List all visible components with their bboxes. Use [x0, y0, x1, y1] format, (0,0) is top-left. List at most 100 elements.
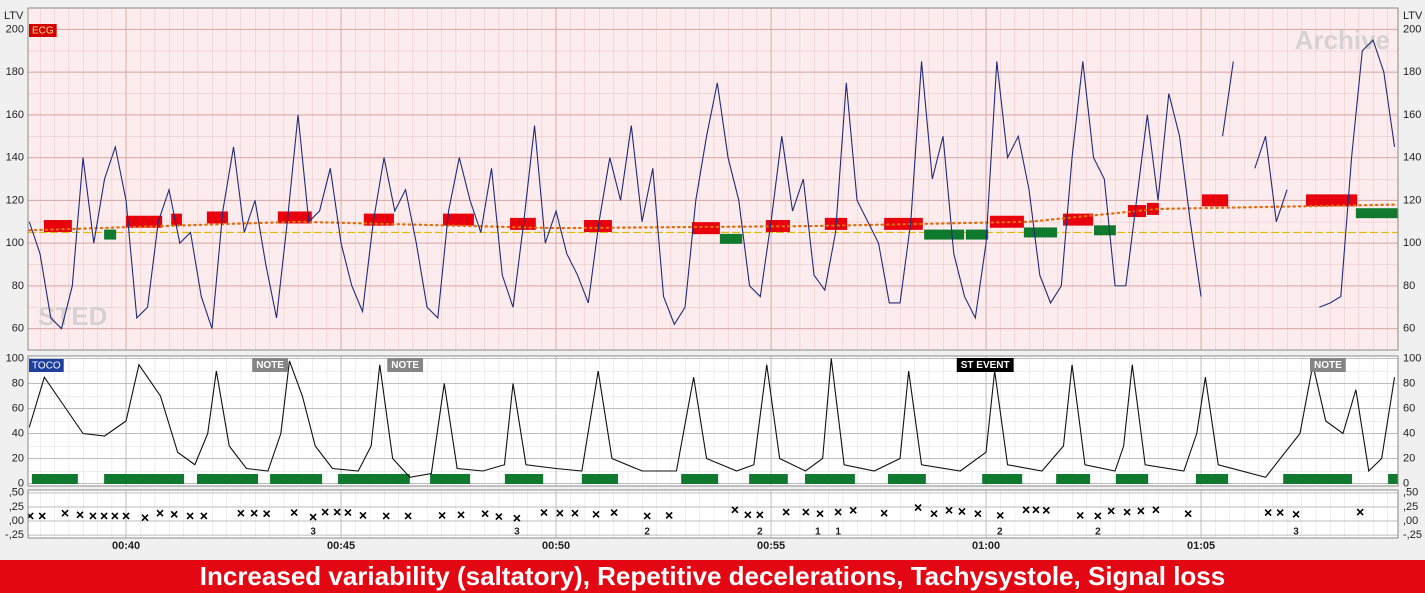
y-tick-label: -,25 [5, 529, 24, 541]
contraction-bar [338, 474, 410, 484]
contraction-bar [749, 474, 788, 484]
ecg-event-bar [1093, 225, 1116, 236]
st-marker [1094, 512, 1102, 520]
toco-minor-grid [28, 356, 1398, 486]
contraction-bar [681, 474, 719, 484]
y-tick-label: 180 [6, 66, 24, 78]
st-marker [344, 509, 352, 517]
st-marker [1356, 508, 1364, 516]
st-marker [782, 508, 790, 516]
y-tick-label: 120 [1403, 194, 1421, 206]
contraction-bar [270, 474, 323, 484]
st-marker [914, 503, 922, 512]
st-marker [540, 509, 548, 517]
y-tick-label: ,25 [9, 501, 24, 513]
panel-content: 3 3 2 2 1 1 2 2 3 [28, 490, 1398, 538]
st-marker [237, 509, 245, 517]
st-marker [457, 511, 465, 519]
st-marker [731, 506, 739, 514]
st-marker [592, 510, 600, 518]
annotation-box [252, 358, 288, 372]
ecg-event-bar [924, 229, 965, 240]
ecg-event-bar [206, 211, 228, 224]
y-tick-label: 200 [6, 23, 24, 35]
st-count: 3 [514, 527, 520, 538]
st-marker [1152, 506, 1160, 514]
st-marker [1264, 509, 1272, 517]
st-marker [38, 512, 46, 520]
x-tick-label: 01:00 [972, 540, 1000, 552]
st-marker [930, 510, 938, 518]
st-marker [263, 510, 271, 518]
ecg-event-bar [104, 229, 117, 240]
contraction-bar [31, 474, 78, 484]
st-marker [945, 506, 953, 514]
y-tick-label: 40 [1403, 427, 1415, 439]
ecg-minor-grid [28, 8, 1398, 350]
axis-label: LTV [4, 10, 24, 22]
y-tick-label: 200 [1403, 23, 1421, 35]
st-marker [834, 508, 842, 516]
contraction-bar [104, 474, 185, 484]
st-marker [556, 509, 564, 517]
st-marker [200, 512, 208, 520]
y-tick-label: 180 [1403, 66, 1421, 78]
st-marker [76, 511, 84, 519]
y-tick-label: 60 [1403, 402, 1415, 414]
y-tick-label: 100 [6, 352, 24, 364]
st-marker [513, 514, 521, 522]
ecg-event-bar [363, 213, 394, 226]
panel-content: Archive STED [28, 8, 1398, 350]
findings-banner: Increased variability (saltatory), Repet… [0, 560, 1425, 593]
y-tick-label: 60 [12, 402, 24, 414]
y-tick-label: 20 [12, 452, 24, 464]
st-marker [481, 510, 489, 518]
annotation-box [956, 358, 1014, 372]
contraction-bar [805, 474, 855, 484]
st-marker [756, 511, 764, 519]
contraction-bar [1056, 474, 1091, 484]
st-marker [438, 511, 446, 519]
st-marker [1123, 508, 1131, 516]
st-count: 2 [1095, 527, 1101, 538]
ecg-event-bar [171, 213, 182, 226]
st-count: 2 [997, 527, 1003, 538]
st-marker [89, 512, 97, 520]
st-count: 2 [644, 527, 650, 538]
st-marker [111, 512, 119, 520]
ecg-event-bar [1355, 208, 1398, 219]
ecg-event-bar [1201, 194, 1229, 207]
annotation-label: NOTE [1314, 360, 1342, 371]
st-count: 1 [815, 527, 821, 538]
st-count: 2 [757, 527, 763, 538]
contraction-bar [1283, 474, 1352, 484]
panel-border [27, 7, 1399, 351]
watermark: Archive [1295, 25, 1390, 55]
st-marker [880, 509, 888, 517]
y-tick-label: 60 [12, 323, 24, 335]
st-marker [141, 514, 149, 522]
y-tick-label: 20 [1403, 452, 1415, 464]
st-marker [1184, 510, 1192, 518]
channel-tag [29, 359, 64, 372]
y-tick-label: 0 [18, 477, 24, 489]
panel-border [27, 489, 1399, 539]
y-tick-label: 140 [6, 152, 24, 164]
st-marker [1032, 506, 1040, 514]
contraction-bar [196, 474, 259, 484]
st-marker [333, 508, 341, 516]
st-marker [1022, 506, 1030, 514]
y-tick-label: 80 [12, 280, 24, 292]
y-tick-label: ,00 [1403, 515, 1418, 527]
ecg-event-bar [691, 222, 720, 235]
annotation-label: NOTE [256, 360, 284, 371]
st-marker [1137, 507, 1145, 515]
st-marker [1042, 506, 1050, 514]
y-tick-label: 80 [12, 377, 24, 389]
contraction-bar [581, 474, 618, 484]
st-marker [974, 510, 982, 518]
y-tick-label: 100 [1403, 237, 1421, 249]
annotation-box [1310, 358, 1346, 372]
